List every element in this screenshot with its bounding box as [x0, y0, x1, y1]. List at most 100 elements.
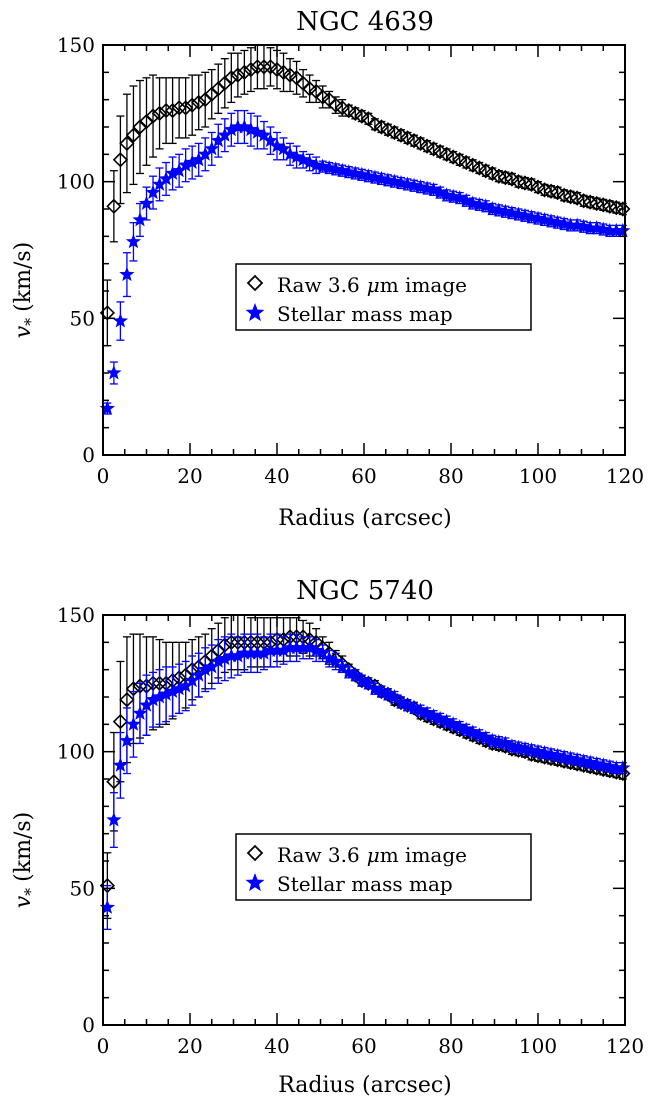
data-point — [125, 127, 142, 143]
data-point — [125, 233, 142, 249]
y-tick-label: 0 — [82, 443, 95, 467]
legend-raw-greek: μ — [367, 843, 380, 867]
data-point — [217, 127, 233, 142]
data-point — [497, 735, 513, 750]
data-point — [151, 176, 168, 191]
data-point — [145, 691, 161, 707]
data-point — [243, 121, 259, 137]
y-axis-label: v* (km/s) — [11, 812, 40, 909]
data-point — [210, 132, 226, 148]
data-point — [119, 692, 135, 708]
chart-title: NGC 5740 — [296, 576, 434, 606]
data-point — [321, 650, 337, 666]
chart-title: NGC 4639 — [296, 7, 434, 37]
data-point — [289, 639, 305, 655]
data-point — [151, 689, 168, 704]
data-point — [145, 184, 161, 200]
data-point — [125, 716, 142, 731]
y-axis-subscript: * — [21, 888, 40, 896]
data-point — [445, 716, 461, 731]
data-point — [452, 719, 468, 734]
x-tick-label: 120 — [606, 1034, 644, 1058]
data-point — [106, 365, 122, 380]
x-tick-label: 100 — [519, 464, 557, 488]
y-axis-symbol: v — [11, 325, 36, 338]
y-tick-label: 0 — [82, 1013, 95, 1037]
data-point — [582, 220, 598, 235]
data-point — [275, 642, 292, 657]
data-point — [178, 100, 194, 116]
x-tick-label: 0 — [97, 464, 110, 488]
series-stellar — [99, 109, 631, 415]
y-tick-label: 150 — [57, 603, 95, 627]
data-point — [615, 760, 631, 775]
data-point — [308, 642, 324, 657]
svg-text:v*(km/s): v* (km/s) — [11, 812, 40, 909]
data-point — [256, 59, 272, 75]
data-point — [106, 774, 122, 790]
data-point — [184, 154, 200, 169]
legend-label-stellar: Stellar mass map — [277, 872, 453, 896]
data-point — [230, 119, 246, 134]
data-point — [171, 100, 187, 116]
x-tick-label: 60 — [351, 464, 376, 488]
data-point — [426, 708, 442, 723]
y-tick-label: 100 — [57, 170, 95, 194]
x-tick-label: 40 — [264, 464, 289, 488]
data-point — [217, 650, 233, 666]
legend-raw-prefix: Raw 3.6 — [277, 273, 360, 297]
data-point — [406, 699, 422, 715]
data-point — [256, 645, 272, 660]
data-point — [223, 121, 239, 137]
data-point — [112, 713, 129, 730]
data-point — [236, 119, 252, 134]
data-point — [178, 678, 194, 693]
data-point — [608, 760, 624, 775]
data-point — [295, 151, 311, 167]
data-point — [236, 64, 253, 80]
data-point — [315, 645, 331, 660]
data-point — [341, 664, 357, 679]
data-point — [478, 730, 494, 745]
data-point — [249, 59, 266, 75]
data-point — [302, 639, 318, 655]
data-point — [158, 102, 174, 119]
data-point — [393, 694, 409, 709]
data-point — [165, 165, 181, 180]
plot-area: 0 20 40 60 80 100 120 0 50 100 150 — [57, 603, 644, 1058]
legend-diamond-marker — [246, 844, 264, 862]
legend: Raw 3.6 μm image Stellar mass map — [235, 263, 532, 331]
x-tick-label: 20 — [177, 1034, 202, 1058]
data-point — [432, 184, 448, 200]
legend: Raw 3.6 μm image Stellar mass map — [235, 833, 532, 901]
data-point — [465, 724, 481, 739]
data-point — [367, 680, 383, 696]
y-tick-label: 50 — [70, 306, 95, 330]
data-point — [334, 658, 350, 674]
data-point — [243, 645, 259, 660]
data-point — [132, 211, 148, 227]
legend-diamond-marker — [246, 274, 264, 292]
legend-raw-suffix: m image — [380, 273, 467, 297]
data-point — [478, 198, 494, 213]
data-point — [360, 675, 376, 690]
data-point — [138, 697, 155, 712]
plot-area: 0 20 40 60 80 100 120 0 50 100 150 — [57, 33, 644, 488]
data-point — [158, 170, 174, 186]
svg-text:v*(km/s): v* (km/s) — [11, 242, 40, 339]
data-point — [197, 661, 213, 677]
data-point — [138, 195, 155, 210]
data-point — [399, 697, 416, 712]
data-point — [119, 266, 135, 282]
x-axis-label: Radius (arcsec) — [278, 1073, 452, 1098]
data-point — [262, 132, 279, 148]
data-point — [328, 653, 344, 668]
data-point — [282, 146, 298, 161]
data-point — [236, 645, 252, 660]
data-point — [210, 653, 226, 668]
y-axis-unit: (km/s) — [11, 242, 36, 312]
data-point — [439, 713, 455, 729]
data-point — [158, 686, 174, 701]
x-tick-label: 40 — [264, 1034, 289, 1058]
